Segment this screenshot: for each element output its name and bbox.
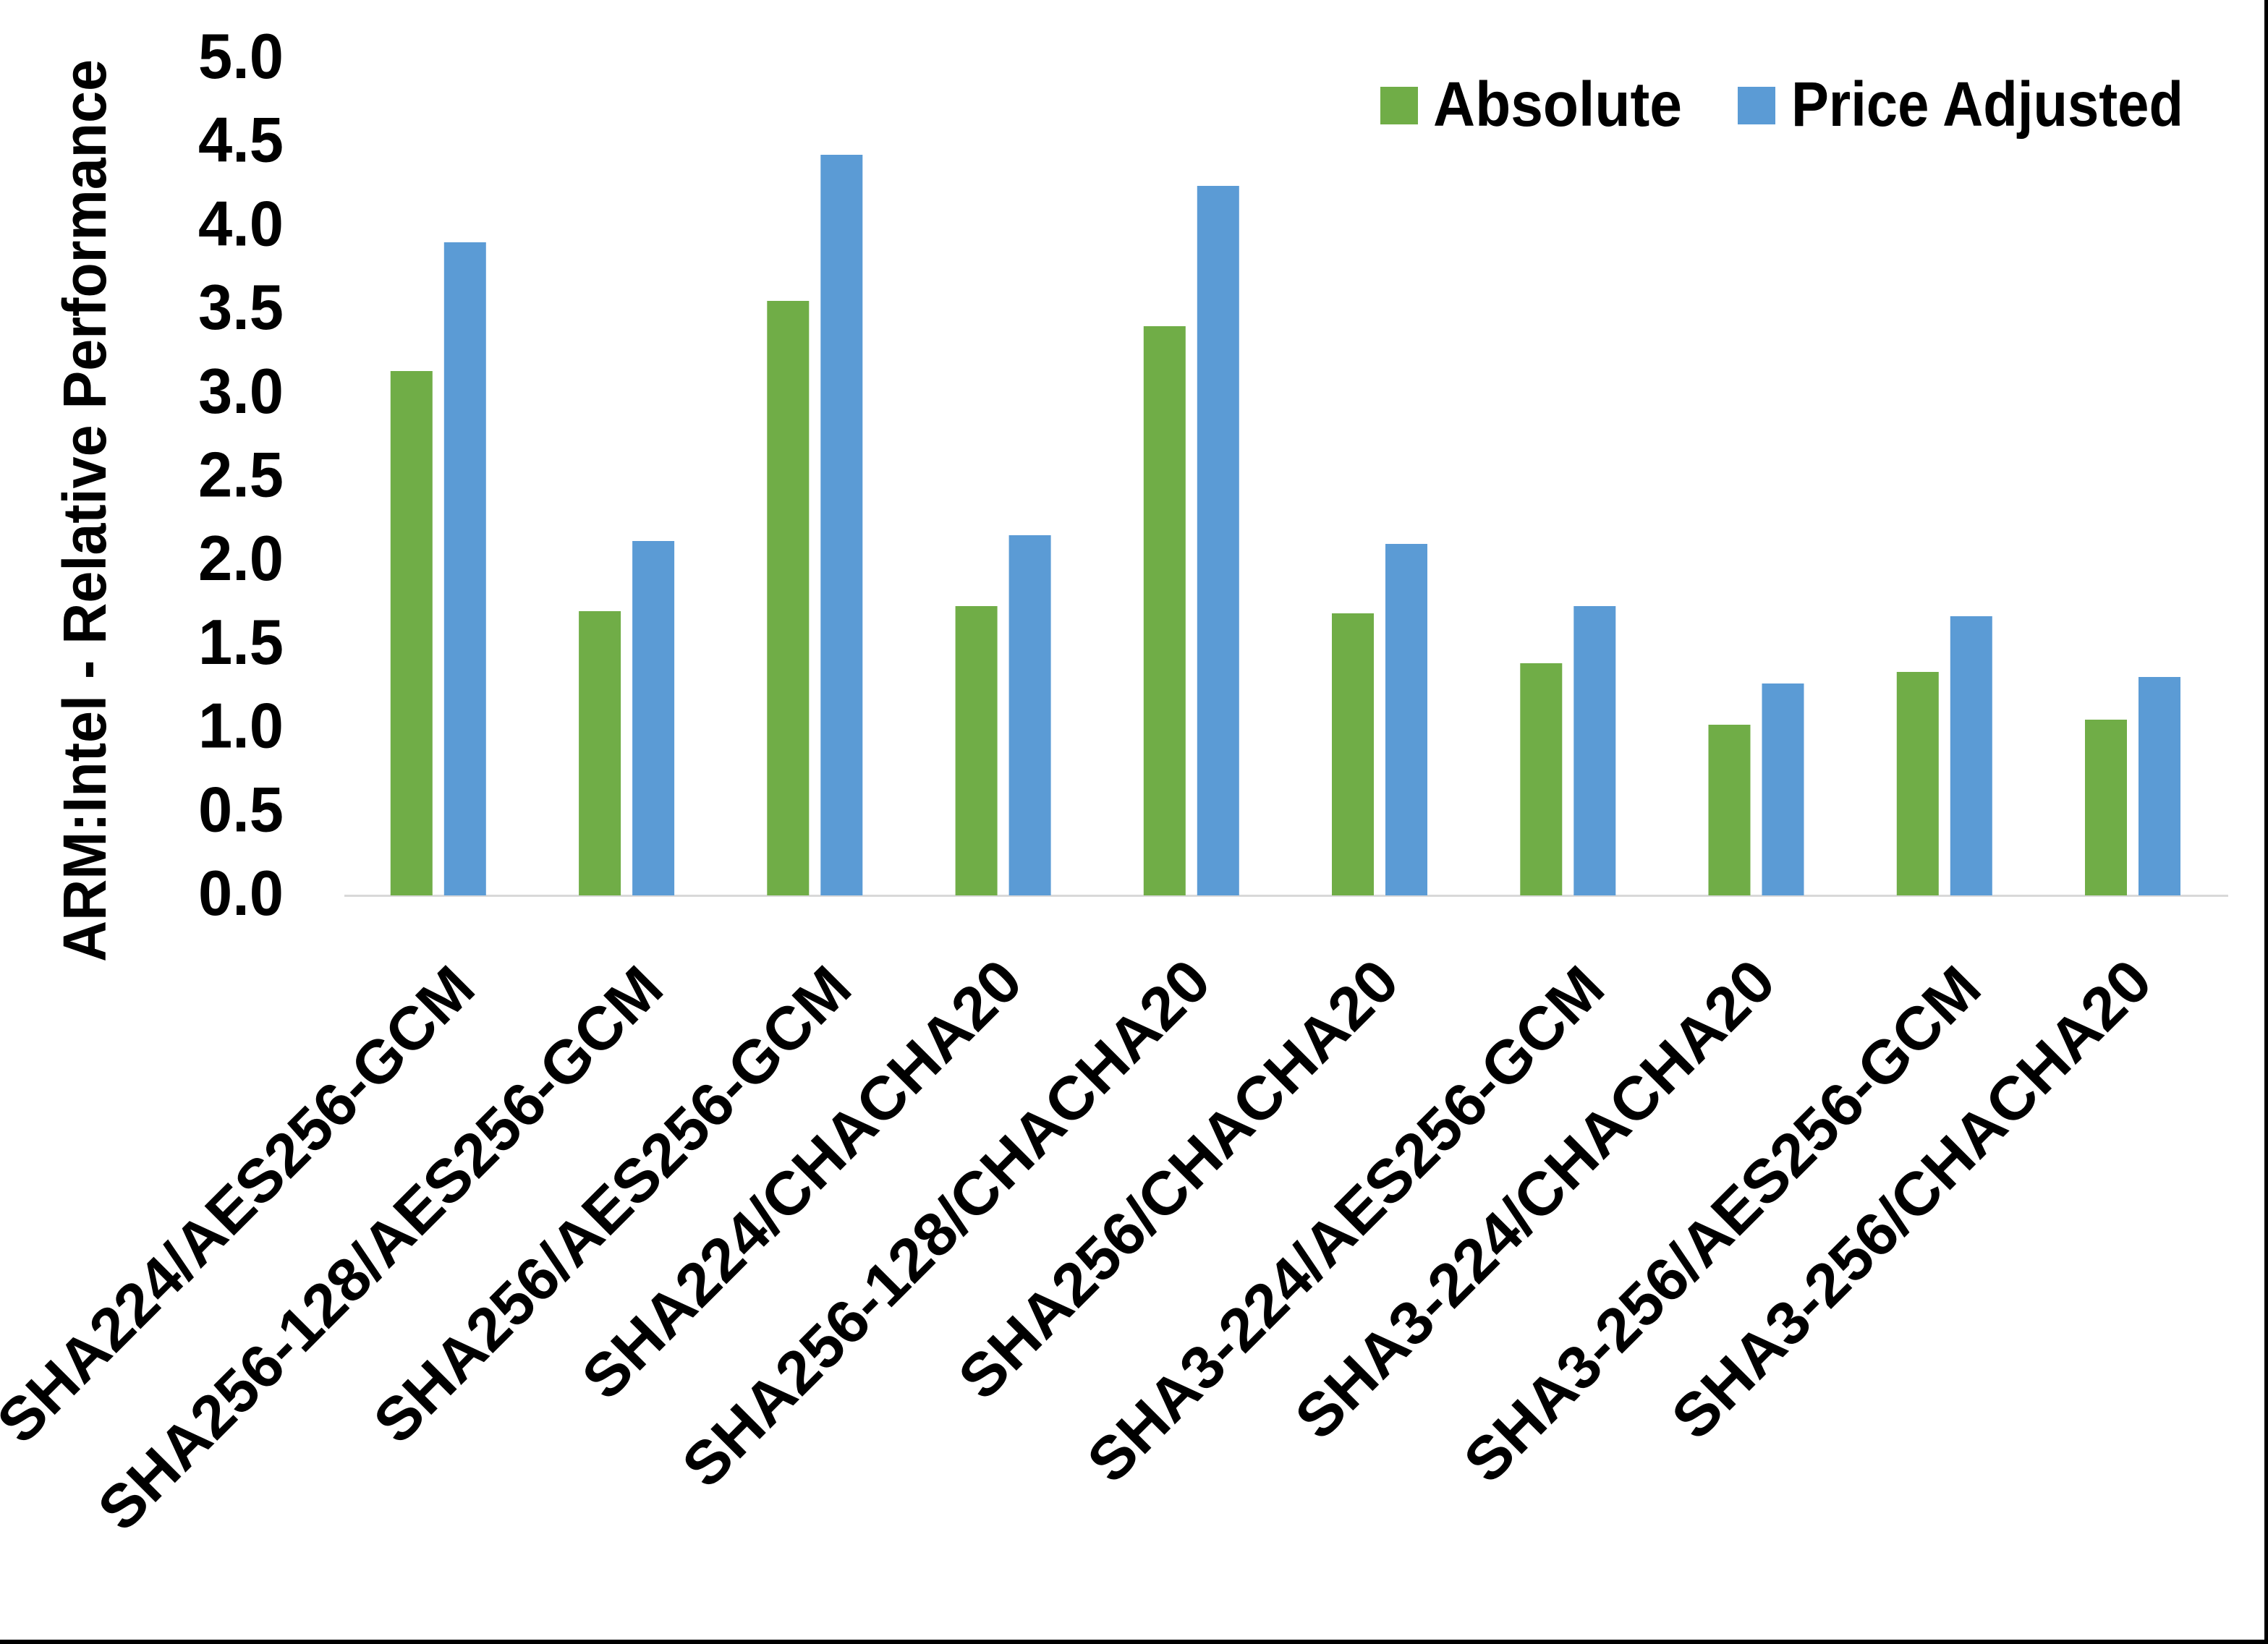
svg-text:5.0: 5.0 xyxy=(198,20,284,92)
svg-text:1.5: 1.5 xyxy=(198,606,284,678)
svg-text:Price Adjusted: Price Adjusted xyxy=(1791,69,2183,140)
svg-text:0.0: 0.0 xyxy=(198,857,284,929)
svg-text:3.0: 3.0 xyxy=(198,355,284,427)
svg-text:2.0: 2.0 xyxy=(198,522,284,594)
svg-text:1.0: 1.0 xyxy=(198,690,284,762)
svg-text:0.5: 0.5 xyxy=(198,773,284,845)
svg-text:3.5: 3.5 xyxy=(198,271,284,343)
svg-text:2.5: 2.5 xyxy=(198,439,284,511)
svg-text:4.0: 4.0 xyxy=(198,187,284,259)
svg-text:ARM:Intel - Relative Performan: ARM:Intel - Relative Performance xyxy=(51,59,119,962)
svg-text:4.5: 4.5 xyxy=(198,104,284,176)
svg-text:Absolute: Absolute xyxy=(1433,69,1682,140)
